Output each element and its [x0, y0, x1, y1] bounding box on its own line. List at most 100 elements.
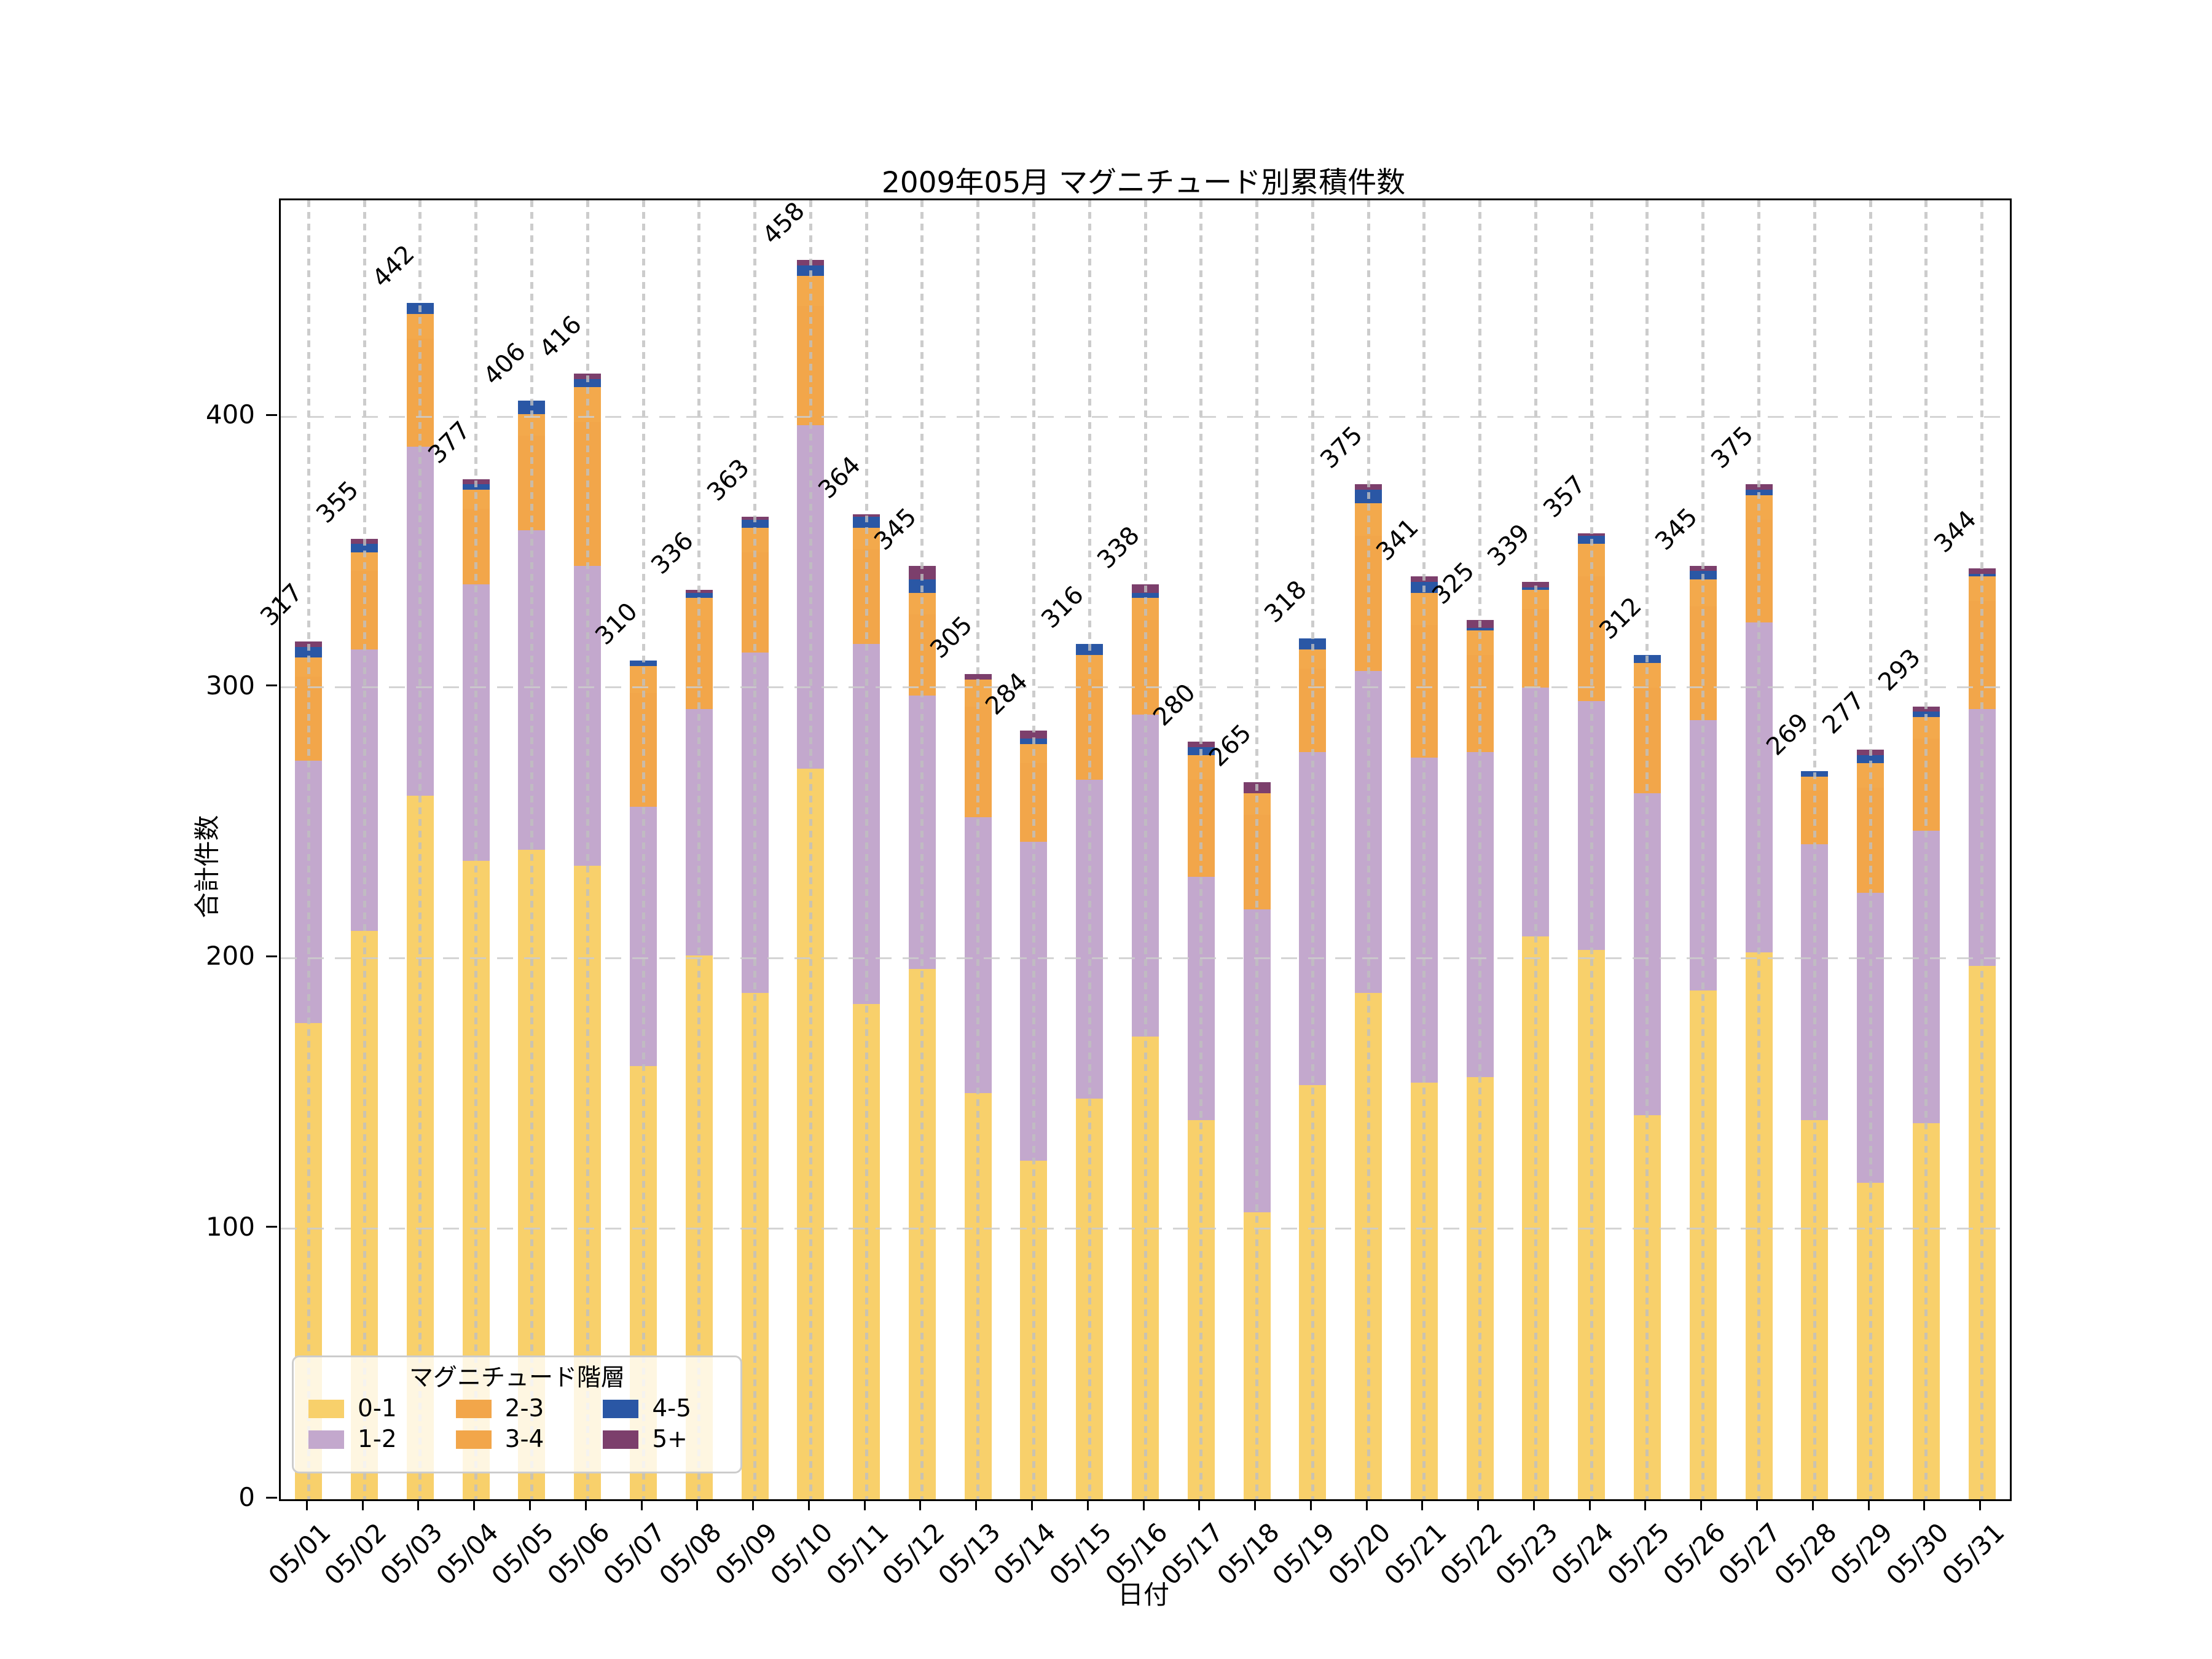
vertical-gridline	[641, 200, 645, 1499]
x-tick	[1979, 1499, 1982, 1510]
vertical-gridline	[363, 200, 366, 1499]
vertical-gridline	[1088, 200, 1091, 1499]
legend-entry-3-4: 3-4	[455, 1426, 579, 1453]
x-tick	[696, 1499, 699, 1510]
vertical-gridline	[1924, 200, 1928, 1499]
x-tick	[919, 1499, 922, 1510]
legend-swatch-icon	[308, 1400, 344, 1418]
y-tick-label: 0	[238, 1482, 255, 1512]
vertical-gridline	[1590, 200, 1593, 1499]
x-tick	[473, 1499, 476, 1510]
vertical-gridline	[1422, 200, 1426, 1499]
legend-entries: 0-1 1-2 2-3 3-4 4-5 5+	[308, 1397, 726, 1452]
vertical-gridline	[753, 200, 757, 1499]
y-tick	[266, 1496, 277, 1499]
vertical-gridline	[1813, 200, 1816, 1499]
y-tick-label: 300	[205, 670, 255, 700]
vertical-gridline	[1143, 200, 1147, 1499]
x-tick	[417, 1499, 420, 1510]
horizontal-gridline	[281, 686, 2010, 689]
vertical-gridline	[1478, 200, 1482, 1499]
vertical-gridline	[474, 200, 478, 1499]
y-tick	[266, 684, 277, 687]
vertical-gridline	[920, 200, 924, 1499]
vertical-gridline	[809, 200, 812, 1499]
vertical-gridline	[697, 200, 701, 1499]
x-tick	[975, 1499, 978, 1510]
legend-label: 2-3	[504, 1395, 544, 1422]
vertical-gridline	[1757, 200, 1761, 1499]
vertical-gridline	[1255, 200, 1259, 1499]
x-tick	[528, 1499, 531, 1510]
legend-swatch-icon	[308, 1430, 344, 1449]
vertical-gridline	[1869, 200, 1872, 1499]
chart-title: 2009年05月 マグニチュード別累積件数	[881, 166, 1406, 200]
vertical-gridline	[865, 200, 868, 1499]
vertical-gridline	[530, 200, 533, 1499]
vertical-gridline	[1980, 200, 1984, 1499]
y-tick	[266, 414, 277, 416]
x-tick	[1588, 1499, 1591, 1510]
legend-label: 4-5	[652, 1395, 692, 1422]
x-tick	[1756, 1499, 1759, 1510]
x-tick	[1923, 1499, 1926, 1510]
x-tick	[1421, 1499, 1424, 1510]
x-tick	[1086, 1499, 1089, 1510]
vertical-gridline	[1645, 200, 1649, 1499]
legend-label: 0-1	[358, 1395, 397, 1422]
x-tick	[1477, 1499, 1480, 1510]
x-tick	[361, 1499, 364, 1510]
x-tick	[1644, 1499, 1647, 1510]
plot-area	[279, 198, 2012, 1501]
legend-entry-5+: 5+	[603, 1427, 726, 1452]
vertical-gridline	[1311, 200, 1314, 1499]
x-tick	[1309, 1499, 1312, 1510]
legend: マグニチュード階層 0-1 1-2 2-3 3-4 4-5 5+	[292, 1355, 742, 1473]
x-axis-title: 日付	[1117, 1580, 1169, 1610]
legend-label: 5+	[652, 1426, 688, 1453]
legend-title: マグニチュード階層	[409, 1364, 625, 1392]
vertical-gridline	[1534, 200, 1537, 1499]
x-tick	[1700, 1499, 1703, 1510]
vertical-gridline	[586, 200, 589, 1499]
y-tick-label: 200	[205, 941, 255, 971]
legend-entry-1-2: 1-2	[308, 1427, 431, 1452]
y-axis-title: 合計件数	[192, 815, 222, 919]
x-tick	[1532, 1499, 1535, 1510]
legend-swatch-icon	[455, 1430, 492, 1449]
x-tick	[305, 1499, 308, 1510]
legend-entry-4-5: 4-5	[603, 1397, 726, 1421]
horizontal-gridline	[281, 957, 2010, 959]
legend-entry-0-1: 0-1	[308, 1397, 431, 1421]
y-tick-label: 400	[205, 399, 255, 430]
vertical-gridline	[307, 200, 310, 1499]
legend-entry-2-3: 2-3	[455, 1395, 579, 1422]
x-tick	[1365, 1499, 1368, 1510]
x-tick	[1142, 1499, 1145, 1510]
y-tick	[266, 1226, 277, 1228]
x-tick	[1811, 1499, 1814, 1510]
bar-05/23	[1522, 582, 1550, 1499]
horizontal-gridline	[281, 415, 2010, 418]
x-tick	[1198, 1499, 1201, 1510]
x-tick	[752, 1499, 755, 1510]
vertical-gridline	[1032, 200, 1035, 1499]
x-tick	[584, 1499, 587, 1510]
x-tick	[1867, 1499, 1870, 1510]
legend-swatch-icon	[603, 1400, 639, 1418]
vertical-gridline	[1367, 200, 1370, 1499]
vertical-gridline	[976, 200, 980, 1499]
legend-label: 3-4	[504, 1426, 544, 1453]
vertical-gridline	[418, 200, 422, 1499]
legend-swatch-icon	[603, 1430, 639, 1449]
legend-swatch-icon	[455, 1400, 492, 1418]
vertical-gridline	[1701, 200, 1705, 1499]
x-tick	[863, 1499, 866, 1510]
vertical-gridline	[1199, 200, 1203, 1499]
y-tick-label: 100	[205, 1211, 255, 1242]
legend-label: 1-2	[358, 1426, 397, 1453]
x-tick	[640, 1499, 643, 1510]
horizontal-gridline	[281, 1228, 2010, 1230]
x-tick	[1254, 1499, 1257, 1510]
